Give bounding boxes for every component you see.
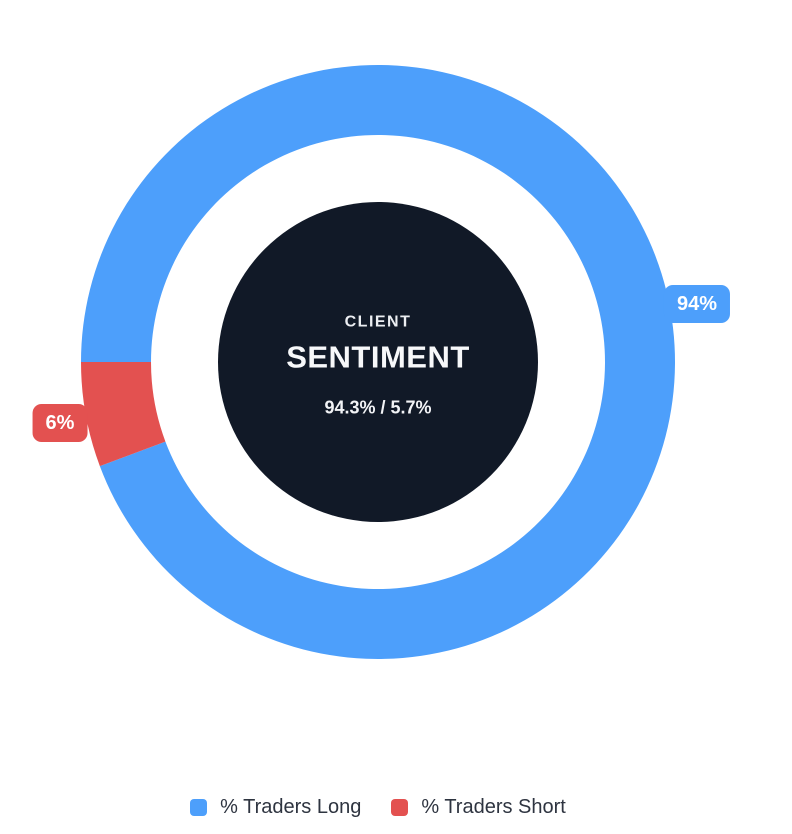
legend-item-traders-short[interactable]: % Traders Short	[391, 796, 566, 819]
legend-swatch-long-icon	[190, 798, 208, 816]
short-percentage-badge: 6%	[32, 404, 88, 442]
legend-label-traders-long: % Traders Long	[220, 795, 362, 818]
legend-label-traders-short: % Traders Short	[421, 795, 566, 818]
legend-swatch-short-icon	[391, 798, 409, 816]
center-disc	[218, 202, 538, 522]
donut-segment-short[interactable]	[81, 362, 166, 467]
long-percentage-badge: 94%	[663, 285, 731, 323]
legend-item-traders-long[interactable]: % Traders Long	[190, 796, 361, 819]
chart-legend: % Traders Long % Traders Short	[0, 790, 774, 824]
